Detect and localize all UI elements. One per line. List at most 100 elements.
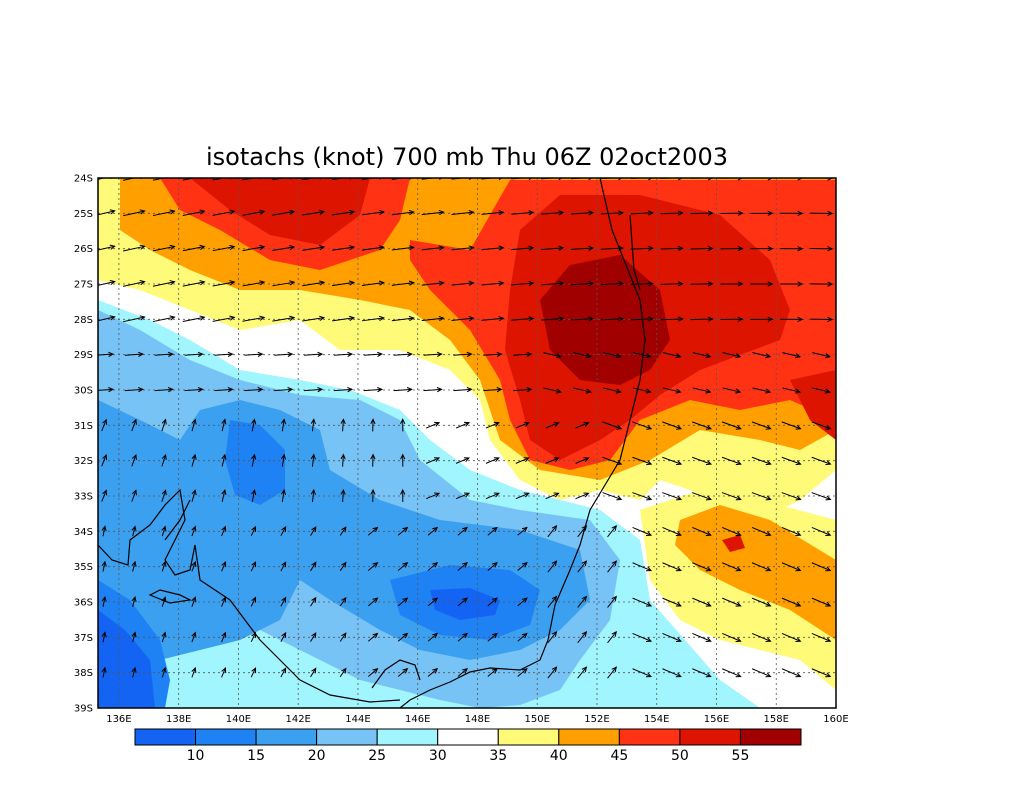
wind-arrow [511,210,535,216]
wind-arrow [811,668,832,678]
wind-arrow [600,316,625,322]
wind-arrow [310,453,316,467]
wind-arrow [212,178,233,181]
wind-arrow [221,631,227,643]
wind-arrow [811,456,832,466]
wind-arrow [427,597,439,607]
wind-arrow [397,526,409,536]
wind-arrow [547,524,558,538]
colorbar: 10 15 20 25 30 35 40 45 50 55 [134,728,802,764]
wind-arrow [421,245,445,251]
wind-arrow [339,667,347,678]
wind-arrow [750,281,774,287]
wind-arrow [515,457,530,464]
wind-arrow [304,351,324,357]
wind-arrow [811,632,832,642]
wind-arrow [421,315,445,322]
wind-arrow [250,631,257,643]
wind-arrow [272,280,296,287]
wind-arrow [161,666,167,678]
wind-arrow [751,492,772,501]
lat-tick-label: 33S [74,492,93,503]
lon-tick-label: 140E [226,714,251,725]
wind-arrow [361,245,385,251]
wind-arrow [662,456,683,466]
wind-arrow [662,387,682,394]
wind-arrow [221,560,227,572]
wind-arrow [310,667,317,678]
lon-tick-label: 142E [285,714,310,725]
wind-arrow [451,210,475,216]
wind-arrow [751,597,772,607]
wind-arrow [517,632,528,642]
wind-arrow [720,210,744,216]
wind-arrow [541,316,565,322]
wind-arrow [487,632,498,642]
wind-arrow [487,668,498,677]
wind-arrow [250,561,257,572]
wind-arrow [811,562,832,572]
wind-arrow [720,281,744,287]
wind-arrow [397,562,409,571]
wind-arrow [191,525,197,537]
wind-arrow [543,352,563,359]
wind-arrow [161,525,167,537]
wind-arrow [575,421,590,429]
wind-arrow [781,597,802,607]
wind-arrow [571,210,595,216]
colorbar-label: 40 [550,748,568,764]
wind-arrow [751,456,772,466]
wind-arrow [123,280,146,287]
wind-arrow [577,630,588,644]
wind-arrow [191,453,197,467]
wind-arrow [152,244,176,252]
colorbar-swatch [739,728,802,746]
wind-arrow [547,630,558,644]
wind-arrow [722,632,742,642]
wind-arrow [545,492,560,500]
wind-arrow [400,453,406,467]
wind-arrow [332,209,356,216]
wind-arrow [692,668,712,678]
wind-arrow [575,457,590,464]
wind-arrow [161,596,167,607]
wind-arrow [781,456,802,466]
wind-arrow [332,280,356,287]
wind-arrow [131,418,137,432]
lat-tick-label: 29S [74,350,93,361]
wind-arrow [397,632,409,642]
isotach-band-50-55-b [722,535,745,552]
lon-tick-label: 148E [465,714,490,725]
wind-arrow [600,210,625,216]
wind-arrow [692,352,712,359]
wind-arrow [98,387,115,393]
wind-arrow [632,597,653,607]
wind-arrow [191,666,197,678]
wind-arrow [391,209,415,216]
wind-arrow [812,352,831,359]
wind-arrow [302,245,326,251]
wind-arrow [577,524,588,538]
wind-arrow [602,421,623,430]
lat-tick-label: 35S [74,562,93,573]
wind-arrow [397,668,409,677]
wind-arrow [607,595,617,608]
lon-tick-label: 136E [106,714,131,725]
colorbar-label: 30 [429,748,447,764]
wind-arrow [423,387,443,393]
wind-arrow [393,351,413,357]
wind-arrow [451,245,475,251]
wind-arrow [545,457,560,464]
wind-arrow [302,280,326,287]
wind-arrow [367,562,379,571]
lon-tick-label: 138E [166,714,191,725]
wind-arrow [98,244,116,251]
wind-arrow [101,560,107,572]
lon-tick-label: 158E [764,714,789,725]
wind-arrow [98,209,116,216]
lake-outline [371,659,421,689]
wind-arrow [453,351,473,357]
wind-arrow [101,525,107,537]
wind-arrow [781,668,802,678]
wind-arrow [722,526,742,536]
